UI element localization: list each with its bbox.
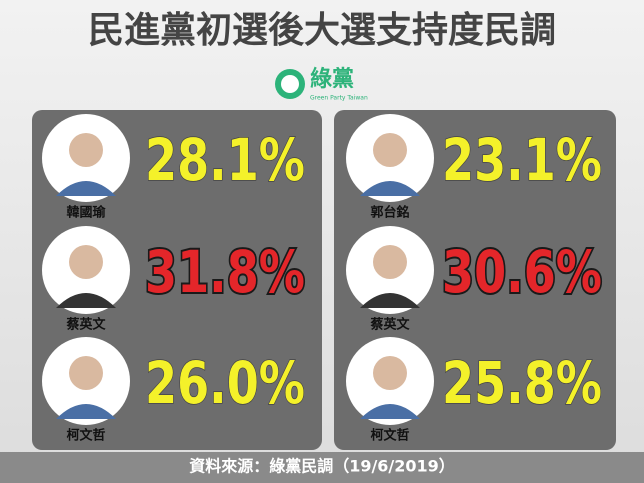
logo: 綠黨 Green Party Taiwan — [275, 66, 368, 102]
percent: 25.8% — [442, 349, 602, 417]
percent: 23.1% — [442, 126, 602, 194]
candidate-name: 柯文哲 — [370, 428, 409, 444]
photo-head — [69, 133, 103, 167]
candidate-name: 柯文哲 — [66, 428, 105, 444]
percent: 31.8% — [145, 238, 305, 306]
photo-body — [360, 293, 420, 308]
logo-text: 綠黨 — [310, 66, 354, 92]
candidate-name: 韓國瑜 — [66, 205, 106, 221]
candidate-name: 蔡英文 — [65, 317, 106, 333]
percent: 30.6% — [442, 238, 602, 306]
candidate-name: 郭台銘 — [370, 205, 409, 221]
photo-head — [373, 356, 407, 390]
photo-body — [56, 181, 116, 196]
photo-head — [69, 245, 103, 279]
footer-band — [0, 452, 644, 483]
logo-subtitle: Green Party Taiwan — [310, 95, 368, 102]
source: 資料來源：綠黨民調（19/6/2019） — [189, 457, 455, 476]
photo-head — [69, 356, 103, 390]
candidates: 韓國瑜 28.1% 蔡英文 31.8% 柯文哲 26.0% 郭台銘 23.1% 蔡英文 30.6%… — [42, 114, 604, 444]
title: 民進黨初選後大選支持度民調 — [88, 10, 556, 51]
photo-head — [373, 245, 407, 279]
percent: 28.1% — [145, 126, 305, 194]
percent: 26.0% — [145, 349, 305, 417]
photo-body — [56, 404, 116, 419]
photo-body — [56, 293, 116, 308]
candidate-name: 蔡英文 — [369, 317, 410, 333]
photo-body — [360, 181, 420, 196]
photo-body — [360, 404, 420, 419]
logo-face — [281, 75, 299, 93]
photo-head — [373, 133, 407, 167]
